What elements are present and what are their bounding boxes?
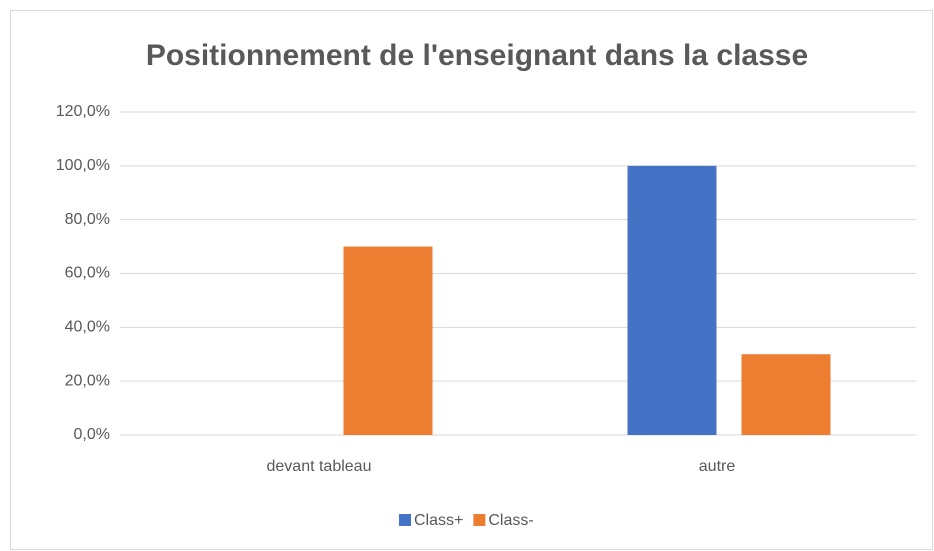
x-tick-label: devant tableau — [267, 458, 372, 475]
y-tick-label: 40,0% — [65, 319, 110, 336]
chart-title: Positionnement de l'enseignant dans la c… — [146, 39, 808, 72]
chart-border — [10, 10, 933, 550]
bar — [741, 354, 831, 435]
y-tick-label: 100,0% — [56, 157, 110, 174]
y-tick-label: 120,0% — [56, 103, 110, 120]
legend-label: Class+ — [414, 512, 463, 529]
legend-swatch — [399, 514, 411, 526]
x-tick-label: autre — [699, 458, 736, 475]
y-tick-label: 0,0% — [74, 426, 110, 443]
bar — [343, 246, 433, 435]
legend-swatch — [473, 514, 486, 526]
y-tick-label: 60,0% — [65, 265, 110, 282]
y-tick-label: 20,0% — [65, 372, 110, 389]
legend-label: Class- — [488, 512, 533, 529]
bar — [627, 165, 717, 436]
y-tick-label: 80,0% — [65, 211, 110, 228]
